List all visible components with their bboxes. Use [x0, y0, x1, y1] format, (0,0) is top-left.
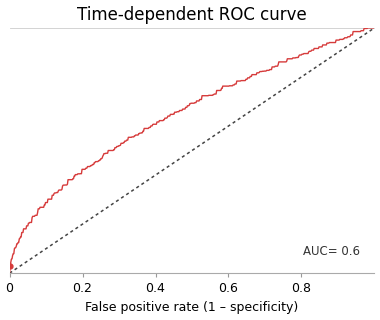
Text: AUC= 0.6: AUC= 0.6: [303, 245, 360, 259]
Title: Time-dependent ROC curve: Time-dependent ROC curve: [77, 5, 307, 24]
X-axis label: False positive rate (1 – specificity): False positive rate (1 – specificity): [86, 301, 299, 315]
